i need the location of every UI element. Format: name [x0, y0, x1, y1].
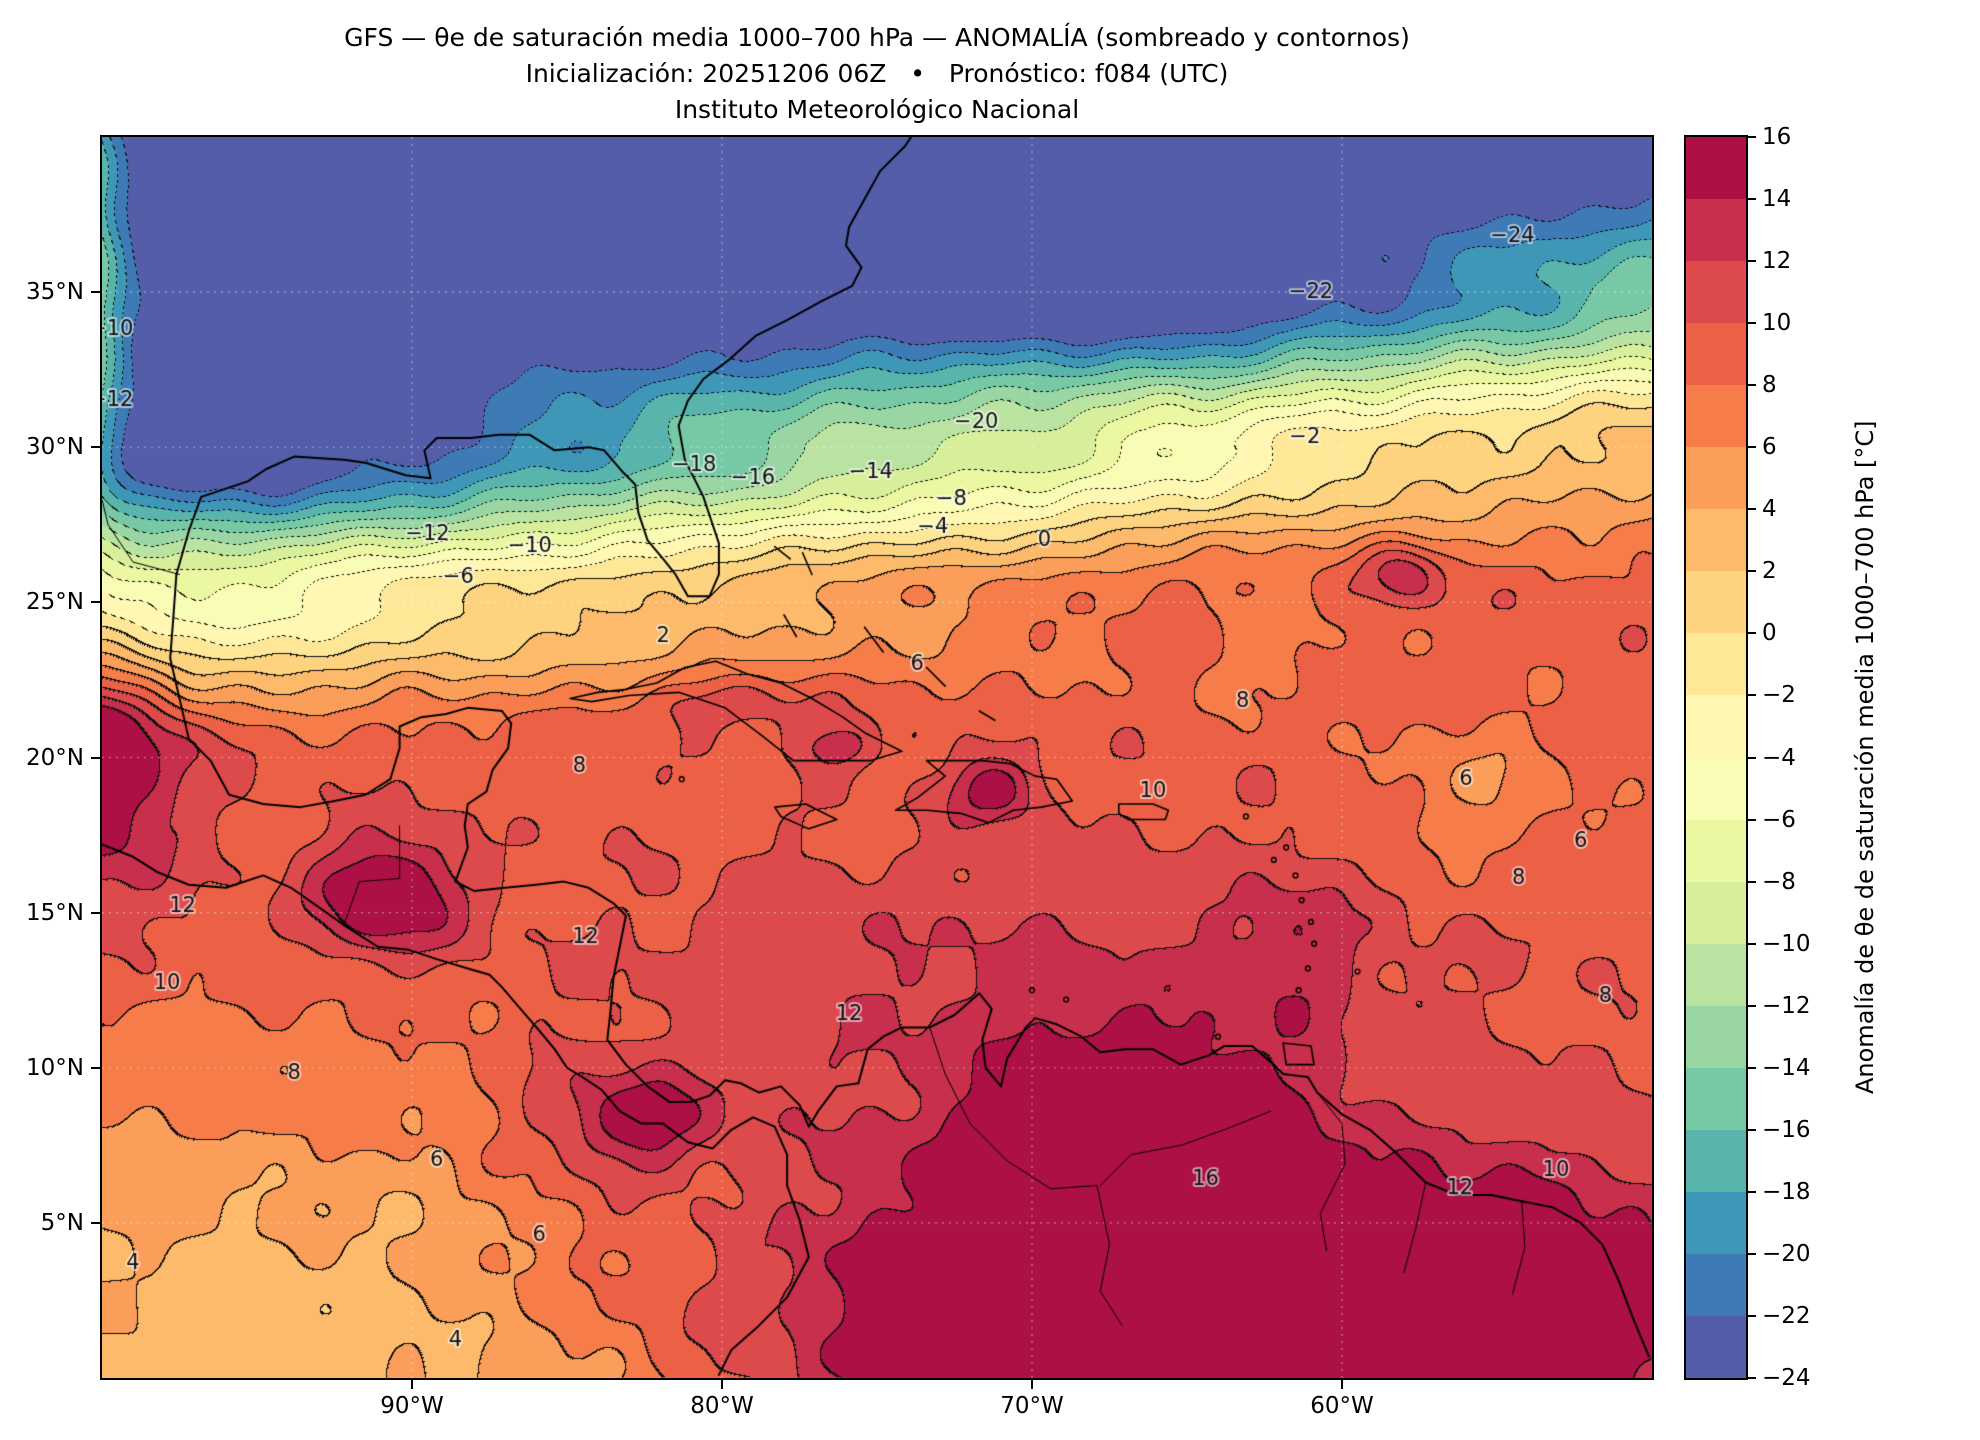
y-tick-label: 20°N	[26, 744, 84, 771]
colorbar-band	[1686, 1005, 1746, 1068]
map-frame	[100, 135, 1654, 1380]
colorbar-tick-label: 12	[1762, 248, 1792, 275]
colorbar-tick-label: 6	[1762, 434, 1777, 461]
x-tick-label: 90°W	[380, 1393, 444, 1419]
colorbar-tick-label: 8	[1762, 372, 1777, 399]
colorbar-tick-mark	[1748, 384, 1756, 387]
colorbar-band	[1686, 1253, 1746, 1316]
colorbar-band	[1686, 137, 1746, 200]
colorbar-tick-mark	[1748, 818, 1756, 821]
colorbar-tick-label: −16	[1762, 1116, 1811, 1143]
colorbar-band	[1686, 571, 1746, 634]
colorbar-band	[1686, 881, 1746, 944]
colorbar-tick-label: −4	[1762, 744, 1796, 771]
colorbar-band	[1686, 1315, 1746, 1378]
map-canvas	[102, 137, 1652, 1378]
colorbar-tick-mark	[1748, 756, 1756, 759]
y-tick-label: 25°N	[26, 589, 84, 616]
y-tick-mark	[91, 756, 100, 759]
colorbar-band	[1686, 1129, 1746, 1192]
colorbar-band	[1686, 447, 1746, 510]
y-tick-label: 15°N	[26, 899, 84, 926]
colorbar-band	[1686, 695, 1746, 758]
colorbar-tick-mark	[1748, 1190, 1756, 1193]
y-tick-mark	[91, 1221, 100, 1224]
colorbar-tick-mark	[1748, 198, 1756, 201]
colorbar-tick-label: −14	[1762, 1054, 1811, 1081]
x-tick-label: 60°W	[1310, 1393, 1374, 1419]
colorbar-tick-mark	[1748, 1314, 1756, 1317]
colorbar-tick-label: −12	[1762, 992, 1811, 1019]
x-tick-mark	[411, 1380, 413, 1389]
chart-title: GFS — θe de saturación media 1000–700 hP…	[344, 23, 1410, 52]
colorbar-tick-mark	[1748, 1066, 1756, 1069]
colorbar-band	[1686, 199, 1746, 262]
colorbar-tick-mark	[1748, 260, 1756, 263]
colorbar-tick-label: −10	[1762, 930, 1811, 957]
chart-institution: Instituto Meteorológico Nacional	[674, 95, 1080, 124]
colorbar-band	[1686, 819, 1746, 882]
colorbar-tick-mark	[1748, 1252, 1756, 1255]
colorbar-band	[1686, 757, 1746, 820]
colorbar-tick-label: 10	[1762, 310, 1792, 337]
x-tick-mark	[1341, 1380, 1343, 1389]
y-tick-label: 10°N	[26, 1054, 84, 1081]
colorbar-band	[1686, 943, 1746, 1006]
colorbar-tick-mark	[1748, 136, 1756, 138]
colorbar-band	[1686, 323, 1746, 386]
colorbar-tick-label: −2	[1762, 682, 1796, 709]
colorbar-label: Anomalía de θe de saturación media 1000–…	[1851, 420, 1879, 1095]
titles: GFS — θe de saturación media 1000–700 hP…	[102, 20, 1652, 128]
y-tick-mark	[91, 291, 100, 294]
colorbar-tick-label: 4	[1762, 496, 1777, 523]
y-tick-mark	[91, 601, 100, 604]
colorbar-tick-mark	[1748, 880, 1756, 883]
colorbar-band	[1686, 1067, 1746, 1130]
colorbar-tick-label: −24	[1762, 1365, 1811, 1391]
colorbar-tick-mark	[1748, 508, 1756, 511]
colorbar	[1684, 135, 1748, 1380]
x-tick-label: 80°W	[690, 1393, 754, 1419]
colorbar-tick-mark	[1748, 1128, 1756, 1131]
colorbar-tick-mark	[1748, 446, 1756, 449]
colorbar-tick-label: 14	[1762, 186, 1792, 213]
colorbar-tick-mark	[1748, 1004, 1756, 1007]
colorbar-tick-mark	[1748, 942, 1756, 945]
colorbar-bands	[1686, 137, 1746, 1378]
x-tick-label: 70°W	[1000, 1393, 1064, 1419]
colorbar-band	[1686, 509, 1746, 572]
y-tick-mark	[91, 911, 100, 914]
y-tick-label: 30°N	[26, 434, 84, 461]
colorbar-band	[1686, 633, 1746, 696]
colorbar-band	[1686, 1191, 1746, 1254]
y-tick-mark	[91, 446, 100, 449]
colorbar-tick-label: −18	[1762, 1178, 1811, 1205]
y-tick-label: 5°N	[40, 1209, 84, 1236]
colorbar-tick-label: 0	[1762, 620, 1777, 647]
colorbar-tick-label: −20	[1762, 1240, 1811, 1267]
colorbar-band	[1686, 261, 1746, 324]
colorbar-tick-mark	[1748, 322, 1756, 325]
colorbar-tick-label: −6	[1762, 806, 1796, 833]
colorbar-tick-mark	[1748, 1377, 1756, 1379]
colorbar-tick-mark	[1748, 570, 1756, 573]
y-tick-mark	[91, 1066, 100, 1069]
colorbar-tick-label: 2	[1762, 558, 1777, 585]
y-tick-label: 35°N	[26, 279, 84, 306]
colorbar-band	[1686, 385, 1746, 448]
chart-subtitle: Inicialización: 20251206 06Z • Pronóstic…	[525, 59, 1229, 88]
colorbar-tick-mark	[1748, 694, 1756, 697]
x-tick-mark	[1031, 1380, 1033, 1389]
x-tick-mark	[721, 1380, 723, 1389]
colorbar-tick-label: −8	[1762, 868, 1796, 895]
colorbar-tick-label: 16	[1762, 124, 1792, 150]
colorbar-tick-label: −22	[1762, 1302, 1811, 1329]
colorbar-tick-mark	[1748, 632, 1756, 635]
